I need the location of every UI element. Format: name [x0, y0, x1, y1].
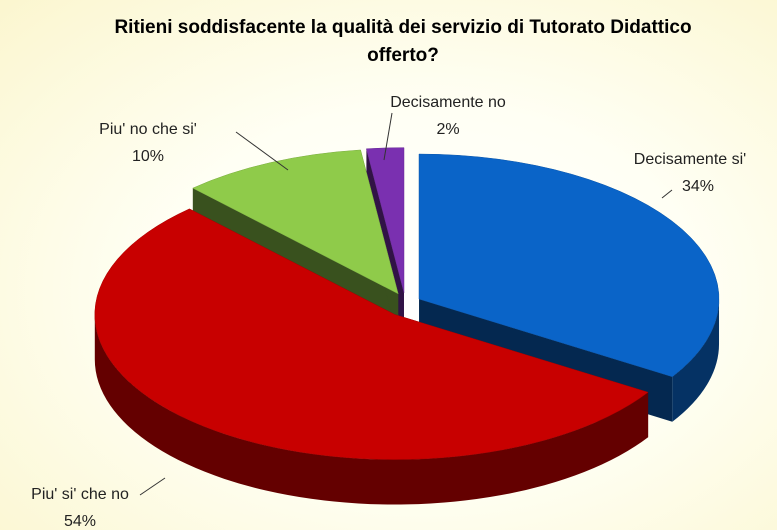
slice — [94, 208, 649, 505]
data-label-value: 2% — [436, 121, 459, 138]
data-label-value: 10% — [132, 148, 164, 165]
leader-line — [139, 477, 166, 496]
data-label-name: Piu' si' che no — [31, 486, 129, 503]
data-label-value: 34% — [682, 178, 714, 195]
data-label-name: Decisamente no — [390, 94, 506, 111]
leader-line — [383, 112, 393, 161]
chart-title: Ritieni soddisfacente la qualità dei ser… — [114, 17, 692, 66]
data-label-name: Decisamente si' — [634, 151, 746, 168]
leader-line — [661, 189, 673, 199]
data-label-value: 54% — [64, 513, 96, 530]
slice-top — [192, 149, 399, 295]
slice-top — [366, 147, 405, 293]
slice-side — [672, 299, 720, 422]
slice-side — [94, 314, 649, 505]
leader-line — [235, 131, 289, 171]
slice-top — [418, 153, 720, 378]
slice-top — [94, 208, 649, 460]
data-label-name: Piu' no che si' — [99, 121, 197, 138]
